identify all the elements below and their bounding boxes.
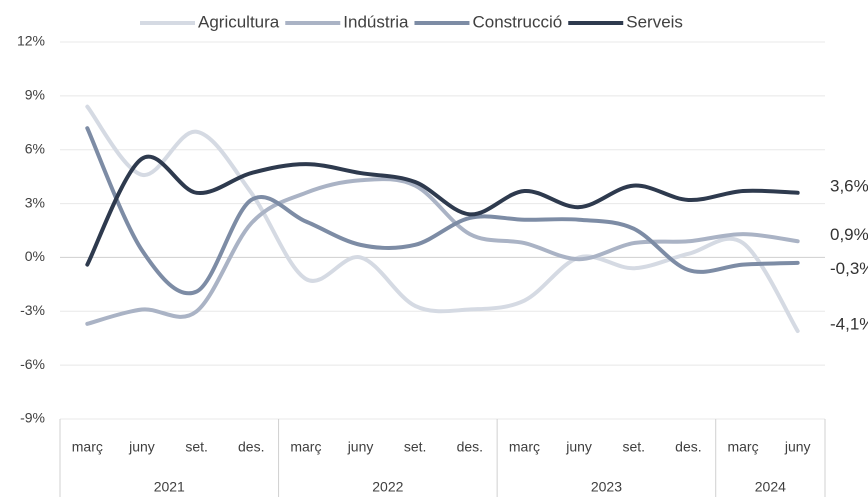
series-line bbox=[85, 126, 800, 296]
x-group-label: 2021 bbox=[154, 479, 185, 495]
x-tick-label: març bbox=[290, 439, 321, 455]
x-tick-label: març bbox=[509, 439, 540, 455]
legend-label: Indústria bbox=[343, 12, 409, 31]
legend-label: Serveis bbox=[626, 12, 683, 31]
data-label: -0,3% bbox=[830, 259, 868, 278]
y-tick-label: 0% bbox=[25, 248, 45, 264]
x-tick-label: març bbox=[72, 439, 103, 455]
y-tick-label: 9% bbox=[25, 87, 45, 103]
y-tick-label: 6% bbox=[25, 140, 45, 156]
x-group-label: 2024 bbox=[755, 479, 786, 495]
x-group-label: 2023 bbox=[591, 479, 622, 495]
x-tick-label: set. bbox=[622, 439, 645, 455]
x-tick-label: des. bbox=[675, 439, 701, 455]
x-tick-label: des. bbox=[238, 439, 264, 455]
x-tick-label: set. bbox=[404, 439, 427, 455]
data-label: 0,9% bbox=[830, 225, 868, 244]
x-tick-label: juny bbox=[565, 439, 592, 455]
data-label: -4,1% bbox=[830, 315, 868, 334]
y-tick-label: 12% bbox=[17, 33, 45, 49]
y-tick-label: -3% bbox=[20, 302, 45, 318]
x-group-label: 2022 bbox=[372, 479, 403, 495]
y-tick-label: -6% bbox=[20, 356, 45, 372]
x-tick-label: juny bbox=[128, 439, 155, 455]
x-tick-label: juny bbox=[784, 439, 811, 455]
x-tick-label: juny bbox=[347, 439, 374, 455]
x-tick-label: set. bbox=[185, 439, 208, 455]
series-line bbox=[85, 104, 800, 334]
y-tick-label: 3% bbox=[25, 194, 45, 210]
x-tick-label: març bbox=[727, 439, 758, 455]
legend-label: Agricultura bbox=[198, 12, 280, 31]
legend-label: Construcció bbox=[472, 12, 562, 31]
y-tick-label: -9% bbox=[20, 410, 45, 426]
series-line bbox=[85, 177, 800, 326]
data-label: 3,6% bbox=[830, 176, 868, 195]
series-line bbox=[85, 154, 800, 267]
x-tick-label: des. bbox=[457, 439, 483, 455]
